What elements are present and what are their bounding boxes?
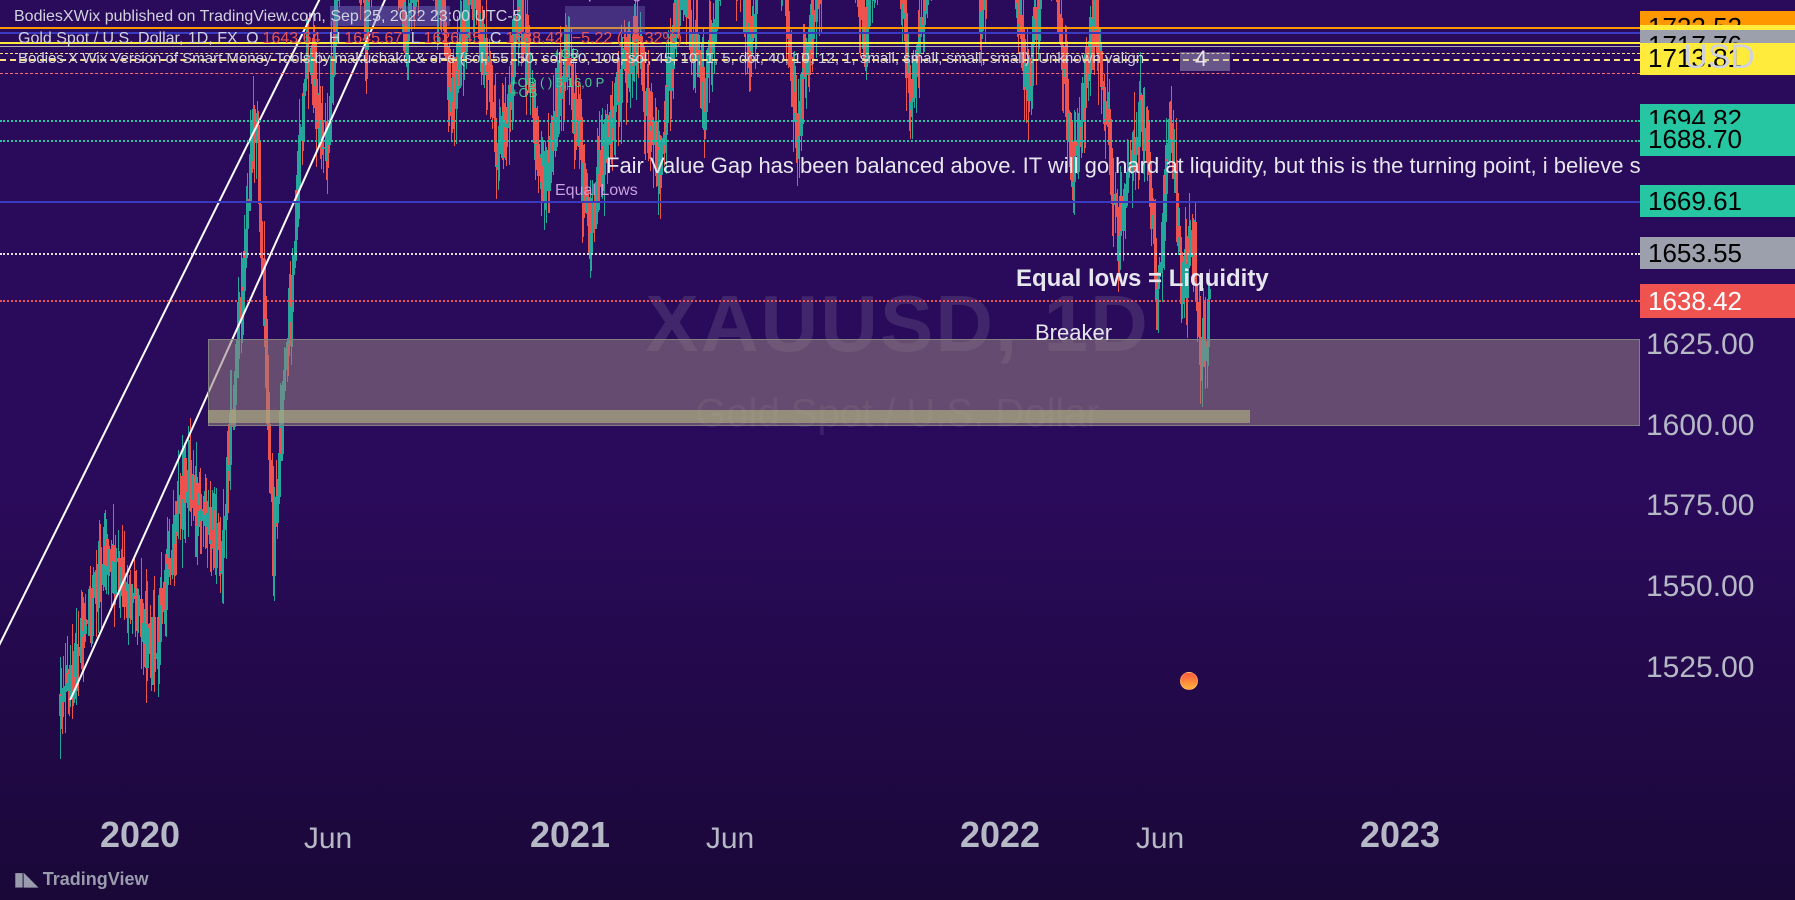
annotation-text[interactable]: Fair Value Gap has been balanced above. … <box>606 153 1640 179</box>
time-tick: 2020 <box>100 814 180 856</box>
price-tag: 1638.42 <box>1640 286 1795 318</box>
time-tick: 2022 <box>960 814 1040 856</box>
horizontal-line[interactable] <box>0 120 1640 122</box>
annotation-text[interactable]: +OB <box>511 85 537 100</box>
annotation-text[interactable]: Breaker <box>1035 320 1112 346</box>
price-tick: 1575.00 <box>1646 489 1754 523</box>
news-marker-icon[interactable] <box>1180 672 1198 690</box>
price-tag: 1688.70 <box>1640 124 1795 156</box>
horizontal-line[interactable] <box>0 253 1640 255</box>
legend-title: Gold Spot / U.S. Dollar, 1D, FX <box>18 30 238 47</box>
horizontal-line[interactable] <box>0 140 1640 142</box>
ohlc-o-value: 1643.64 <box>263 30 321 47</box>
annotation-text[interactable]: Equal Lows <box>555 182 638 200</box>
ohlc-l-value: 1626.45 <box>424 30 482 47</box>
tv-logo-text: TradingView <box>43 869 149 889</box>
time-tick: Jun <box>304 822 352 856</box>
price-tag: 1669.61 <box>1640 185 1795 217</box>
price-axis[interactable]: 1625.001600.001575.001550.001525.001723.… <box>1640 0 1795 700</box>
horizontal-line[interactable] <box>0 201 1640 203</box>
price-zone[interactable] <box>565 6 645 32</box>
ohlc-c-label: C <box>490 30 502 47</box>
ohlc-change: −5.22 (−0.32%) <box>572 30 682 47</box>
symbol-legend[interactable]: Gold Spot / U.S. Dollar, 1D, FX O 1643.64… <box>18 30 686 48</box>
chart-root: XAUUSD, 1D Gold Spot / U.S. Dollar Equal… <box>0 0 1795 900</box>
annotation-text[interactable]: Equal lows = Liquidity <box>1016 265 1269 293</box>
ohlc-h-label: H <box>329 30 341 47</box>
price-tick: 1600.00 <box>1646 409 1754 443</box>
price-tick: 1625.00 <box>1646 328 1754 362</box>
price-zone[interactable] <box>208 410 1250 423</box>
time-axis[interactable]: 2020 Jun 2021 Jun 2022 Jun 2023 <box>0 800 1640 900</box>
horizontal-line[interactable] <box>0 73 1640 74</box>
time-tick: 2023 <box>1360 814 1440 856</box>
ohlc-c-value: 1638.42 <box>505 30 563 47</box>
ohlc-o-label: O <box>246 30 258 47</box>
annotation-text[interactable]: Equal Highs <box>572 0 658 3</box>
price-tick: 1525.00 <box>1646 651 1754 685</box>
time-tick: Jun <box>1136 822 1184 856</box>
time-tick: 2021 <box>530 814 610 856</box>
price-tick: 1550.00 <box>1646 570 1754 604</box>
tradingview-logo[interactable]: ▮◣ TradingView <box>14 869 148 890</box>
tv-logo-icon: ▮◣ <box>14 869 38 889</box>
currency-label: USD <box>1683 38 1755 77</box>
ohlc-l-label: L <box>411 30 420 47</box>
horizontal-line[interactable] <box>0 300 1640 302</box>
annotation-text[interactable]: 4 <box>1195 46 1207 72</box>
plot-area[interactable]: Equal HighsEqual Lows+OB ( ) 5,16,0 P+OB… <box>0 0 1640 800</box>
publish-header: BodiesXWix published on TradingView.com,… <box>14 8 522 26</box>
ohlc-h-value: 1645.67 <box>344 30 402 47</box>
indicator-legend[interactable]: Bodies X Wix Version of Smart Money Tool… <box>18 50 1144 67</box>
time-tick: Jun <box>706 822 754 856</box>
price-tag: 1653.55 <box>1640 237 1795 269</box>
